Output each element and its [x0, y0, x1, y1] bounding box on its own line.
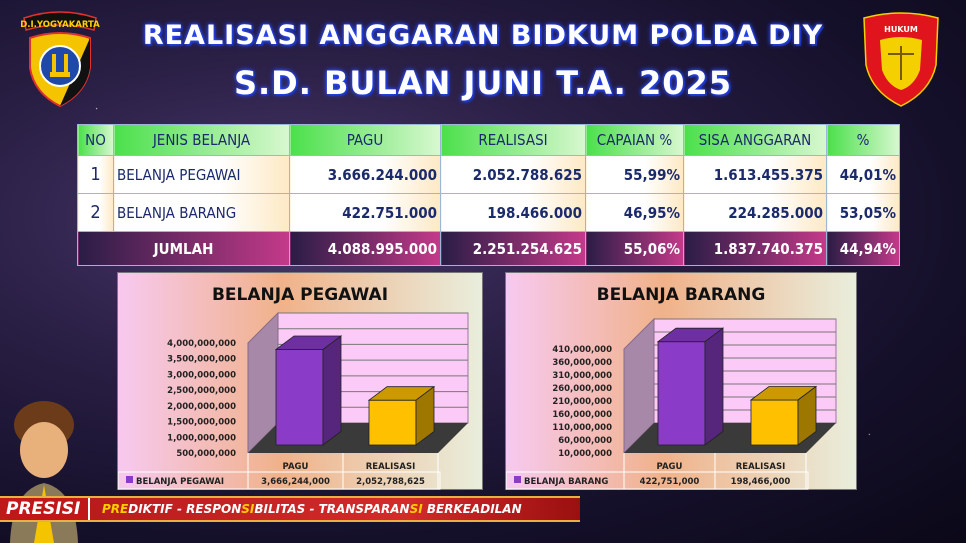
chart-svg: 10,000,000 60,000,000 110,000,000 160,000,0… [506, 317, 837, 490]
legend-label: BELANJA BARANG [524, 477, 608, 487]
cell-jenis: BELANJA BARANG [113, 193, 290, 232]
bar-side [322, 335, 342, 446]
logo-left-text: D.I.YOGYAKARTA [20, 20, 100, 30]
bar-pagu [657, 341, 706, 446]
bar-side [704, 327, 724, 446]
table-row: 1 BELANJA PEGAWAI 3.666.244.000 2.052.78… [77, 155, 900, 194]
y-tick-label: 2,000,000,000 [167, 402, 236, 412]
y-tick-label: 60,000,000 [558, 436, 612, 446]
y-tick-label: 1,000,000,000 [167, 433, 236, 443]
presisi-banner: PRESISI PREDIKTIF - RESPONSIBILITAS - TR… [0, 496, 580, 522]
presisi-brand: PRESISI [0, 498, 91, 520]
chart-svg: 500,000,000 1,000,000,000 1,500,000,000 2,0… [118, 311, 469, 490]
col-no: NO [77, 124, 114, 156]
data-table-border [506, 471, 809, 490]
y-tick-label: 1,500,000,000 [167, 418, 236, 428]
cell-pagu: 3.666.244.000 [289, 155, 441, 194]
logo-right-text: HUKUM [884, 25, 918, 34]
cell-no: 2 [77, 193, 114, 232]
chart-belanja-barang: BELANJA BARANG 10,000,000 60,000,000 110,0… [505, 272, 857, 490]
bar-pagu [275, 349, 324, 446]
col-jenis: JENIS BELANJA [113, 124, 290, 156]
motto-part: SI [241, 502, 255, 516]
y-tick-label: 110,000,000 [552, 423, 612, 433]
y-tick-label: 10,000,000 [558, 449, 612, 459]
motto-part: BERKEADILAN [422, 502, 522, 516]
y-tick-label: 410,000,000 [552, 345, 612, 355]
motto-part: BILITAS - TRANSPARAN [254, 502, 410, 516]
chart-title: BELANJA PEGAWAI [211, 285, 389, 305]
y-tick-label: 310,000,000 [552, 371, 612, 381]
cell-pct: 53,05% [826, 193, 900, 232]
y-tick-label: 3,000,000,000 [167, 370, 236, 380]
cell-pagu: 422.751.000 [289, 193, 441, 232]
budget-table: NO JENIS BELANJA PAGU REALISASI CAPAIAN … [77, 124, 900, 266]
col-pagu: PAGU [289, 124, 441, 156]
cell-sisa: 224.285.000 [683, 193, 827, 232]
motto-part: SI [409, 502, 423, 516]
y-tick-label: 500,000,000 [176, 449, 236, 459]
total-realisasi: 2.251.254.625 [440, 231, 586, 266]
table-total-row: JUMLAH 4.088.995.000 2.251.254.625 55,06… [77, 231, 900, 266]
motto-part: PRE [102, 502, 129, 516]
x-category-label: PAGU [657, 462, 683, 472]
cell-sisa: 1.613.455.375 [683, 155, 827, 194]
x-category-label: REALISASI [366, 462, 416, 472]
y-tick-label: 360,000,000 [552, 358, 612, 368]
legend-swatch [126, 476, 133, 483]
bar-realisasi [750, 399, 799, 446]
chart-belanja-pegawai: BELANJA PEGAWAI 500,000,000 1,000,000,000… [117, 272, 483, 490]
col-capaian: CAPAIAN % [585, 124, 684, 156]
polda-diy-logo: D.I.YOGYAKARTA [20, 11, 100, 108]
page-title: REALISASI ANGGARAN BIDKUM POLDA DIY [142, 20, 824, 51]
cell-realisasi: 198.466.000 [440, 193, 586, 232]
data-label: 2,052,788,625 [356, 477, 425, 487]
chart-title: BELANJA BARANG [596, 285, 766, 305]
data-label: 198,466,000 [731, 477, 791, 487]
page-subtitle: S.D. BULAN JUNI T.A. 2025 [233, 64, 733, 102]
total-pagu: 4.088.995.000 [289, 231, 441, 266]
y-tick-label: 2,500,000,000 [167, 386, 236, 396]
y-tick-label: 3,500,000,000 [167, 355, 236, 365]
legend-swatch [514, 476, 521, 483]
data-table-border [118, 471, 441, 490]
cell-pct: 44,01% [826, 155, 900, 194]
motto-part: DIKTIF - RESPON [128, 502, 242, 516]
total-pct: 44,94% [826, 231, 900, 266]
bar-side [797, 385, 817, 446]
table-header: NO JENIS BELANJA PAGU REALISASI CAPAIAN … [77, 124, 900, 156]
bar-realisasi [368, 399, 417, 446]
total-sisa: 1.837.740.375 [683, 231, 827, 266]
cell-capaian: 55,99% [585, 155, 684, 194]
table-row: 2 BELANJA BARANG 422.751.000 198.466.000… [77, 193, 900, 232]
cell-jenis: BELANJA PEGAWAI [113, 155, 290, 194]
y-tick-label: 210,000,000 [552, 397, 612, 407]
cell-realisasi: 2.052.788.625 [440, 155, 586, 194]
cell-no: 1 [77, 155, 114, 194]
bar-side [415, 385, 435, 446]
y-tick-label: 4,000,000,000 [167, 339, 236, 349]
total-capaian: 55,06% [585, 231, 684, 266]
col-pct: % [826, 124, 900, 156]
col-realisasi: REALISASI [440, 124, 586, 156]
y-tick-label: 160,000,000 [552, 410, 612, 420]
col-sisa: SISA ANGGARAN [683, 124, 827, 156]
bidkum-hukum-logo: HUKUM [863, 12, 939, 107]
cell-capaian: 46,95% [585, 193, 684, 232]
presisi-motto: PREDIKTIF - RESPONSIBILITAS - TRANSPARAN… [102, 498, 522, 520]
data-label: 422,751,000 [640, 477, 700, 487]
x-category-label: PAGU [283, 462, 309, 472]
y-tick-label: 260,000,000 [552, 384, 612, 394]
legend-label: BELANJA PEGAWAI [136, 477, 224, 487]
x-category-label: REALISASI [736, 462, 786, 472]
data-label: 3,666,244,000 [261, 477, 330, 487]
total-label: JUMLAH [77, 231, 290, 266]
